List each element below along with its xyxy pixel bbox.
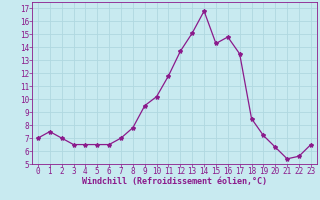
X-axis label: Windchill (Refroidissement éolien,°C): Windchill (Refroidissement éolien,°C) <box>82 177 267 186</box>
